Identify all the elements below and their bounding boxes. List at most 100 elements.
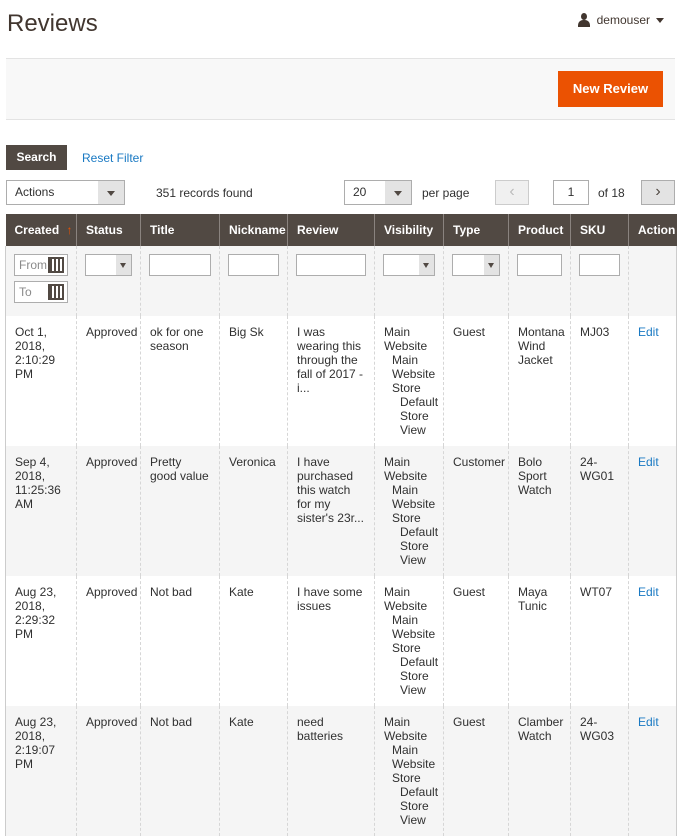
- cell-product: Montana Wind Jacket: [508, 316, 571, 446]
- sort-arrow-icon: ↑: [66, 223, 73, 237]
- review-filter-input[interactable]: [296, 254, 366, 276]
- created-from-input[interactable]: From: [14, 254, 68, 276]
- column-nickname[interactable]: Nickname: [219, 214, 288, 246]
- visibility-website: Main Website: [384, 715, 428, 743]
- cell-type: Guest: [443, 706, 509, 836]
- table-row[interactable]: Aug 23, 2018, 2:29:32 PM Approved Not ba…: [5, 576, 677, 706]
- table-row[interactable]: Sep 4, 2018, 11:25:36 AM Approved Pretty…: [5, 446, 677, 576]
- sku-filter-input[interactable]: [579, 254, 620, 276]
- cell-product: Maya Tunic: [508, 576, 571, 706]
- per-page-label: per page: [422, 186, 470, 200]
- reviews-grid: Created ↑ Status Title Nickname Review V…: [5, 214, 677, 836]
- per-page-select[interactable]: 20: [344, 180, 412, 205]
- cell-sku: 24-WG01: [570, 446, 629, 576]
- created-to-input[interactable]: To: [14, 281, 68, 303]
- cell-type: Guest: [443, 316, 509, 446]
- chevron-down-icon: [419, 255, 434, 275]
- calendar-icon[interactable]: [48, 284, 64, 300]
- cell-status: Approved: [76, 706, 141, 836]
- cell-type: Customer: [443, 446, 509, 576]
- cell-status: Approved: [76, 446, 141, 576]
- visibility-filter-select[interactable]: [383, 254, 435, 276]
- visibility-website: Main Website: [384, 585, 428, 613]
- cell-sku: 24-WG03: [570, 706, 629, 836]
- column-action: Action: [628, 214, 677, 246]
- nickname-filter-input[interactable]: [228, 254, 279, 276]
- column-sku[interactable]: SKU: [570, 214, 629, 246]
- filter-row: From To: [5, 246, 677, 316]
- cell-title: Not bad: [140, 706, 220, 836]
- cell-visibility: Main Website Main Website Store Default St…: [374, 316, 444, 446]
- status-filter-select[interactable]: [85, 254, 132, 276]
- product-filter-input[interactable]: [517, 254, 562, 276]
- column-created[interactable]: Created ↑: [5, 214, 77, 246]
- user-icon: [577, 13, 591, 27]
- cell-visibility: Main Website Main Website Store Default St…: [374, 576, 444, 706]
- visibility-store: Main Website Store: [392, 613, 436, 655]
- cell-created: Sep 4, 2018, 11:25:36 AM: [5, 446, 77, 576]
- edit-link[interactable]: Edit: [638, 715, 659, 729]
- cell-status: Approved: [76, 316, 141, 446]
- cell-nickname: Kate: [219, 706, 288, 836]
- cell-visibility: Main Website Main Website Store Default St…: [374, 706, 444, 836]
- user-menu[interactable]: demouser: [577, 13, 664, 27]
- column-title[interactable]: Title: [140, 214, 220, 246]
- visibility-store-view: Default Store View: [400, 525, 439, 567]
- cell-nickname: Big Sk: [219, 316, 288, 446]
- visibility-store: Main Website Store: [392, 483, 436, 525]
- cell-review: need batteries: [287, 706, 375, 836]
- type-filter-select[interactable]: [452, 254, 500, 276]
- table-row[interactable]: Aug 23, 2018, 2:19:07 PM Approved Not ba…: [5, 706, 677, 836]
- column-review[interactable]: Review: [287, 214, 375, 246]
- visibility-store: Main Website Store: [392, 743, 436, 785]
- visibility-website: Main Website: [384, 455, 428, 483]
- visibility-store-view: Default Store View: [400, 785, 439, 827]
- cell-created: Oct 1, 2018, 2:10:29 PM: [5, 316, 77, 446]
- reset-filter-link[interactable]: Reset Filter: [82, 151, 144, 165]
- cell-created: Aug 23, 2018, 2:19:07 PM: [5, 706, 77, 836]
- edit-link[interactable]: Edit: [638, 455, 659, 469]
- calendar-icon[interactable]: [48, 257, 64, 273]
- actions-select[interactable]: Actions: [6, 180, 125, 205]
- cell-title: Pretty good value: [140, 446, 220, 576]
- cell-nickname: Veronica: [219, 446, 288, 576]
- edit-link[interactable]: Edit: [638, 585, 659, 599]
- cell-sku: WT07: [570, 576, 629, 706]
- column-visibility[interactable]: Visibility: [374, 214, 444, 246]
- next-page-button[interactable]: ›: [641, 180, 675, 205]
- cell-review: I was wearing this through the fall of 2…: [287, 316, 375, 446]
- cell-type: Guest: [443, 576, 509, 706]
- cell-product: Bolo Sport Watch: [508, 446, 571, 576]
- cell-status: Approved: [76, 576, 141, 706]
- page-input[interactable]: 1: [553, 180, 589, 205]
- search-button[interactable]: Search: [6, 145, 67, 170]
- cell-review: I have purchased this watch for my siste…: [287, 446, 375, 576]
- chevron-down-icon: [484, 255, 499, 275]
- page-count: of 18: [598, 186, 625, 200]
- cell-product: Clamber Watch: [508, 706, 571, 836]
- visibility-store-view: Default Store View: [400, 655, 439, 697]
- records-count: 351 records found: [156, 186, 253, 200]
- cell-created: Aug 23, 2018, 2:29:32 PM: [5, 576, 77, 706]
- column-status[interactable]: Status: [76, 214, 141, 246]
- page-actions-bar: New Review: [6, 58, 675, 120]
- chevron-down-icon: [116, 255, 131, 275]
- user-name: demouser: [596, 13, 650, 27]
- new-review-button[interactable]: New Review: [558, 71, 663, 107]
- column-type[interactable]: Type: [443, 214, 509, 246]
- cell-title: Not bad: [140, 576, 220, 706]
- prev-page-button[interactable]: ‹: [495, 180, 529, 205]
- cell-title: ok for one season: [140, 316, 220, 446]
- chevron-down-icon: [385, 181, 411, 204]
- column-product[interactable]: Product: [508, 214, 571, 246]
- title-filter-input[interactable]: [149, 254, 211, 276]
- cell-review: I have some issues: [287, 576, 375, 706]
- edit-link[interactable]: Edit: [638, 325, 659, 339]
- per-page-value: 20: [353, 185, 367, 199]
- cell-visibility: Main Website Main Website Store Default St…: [374, 446, 444, 576]
- visibility-website: Main Website: [384, 325, 428, 353]
- visibility-store-view: Default Store View: [400, 395, 439, 437]
- table-row[interactable]: Oct 1, 2018, 2:10:29 PM Approved ok for …: [5, 316, 677, 446]
- chevron-down-icon: [98, 181, 124, 204]
- chevron-down-icon: [656, 17, 664, 23]
